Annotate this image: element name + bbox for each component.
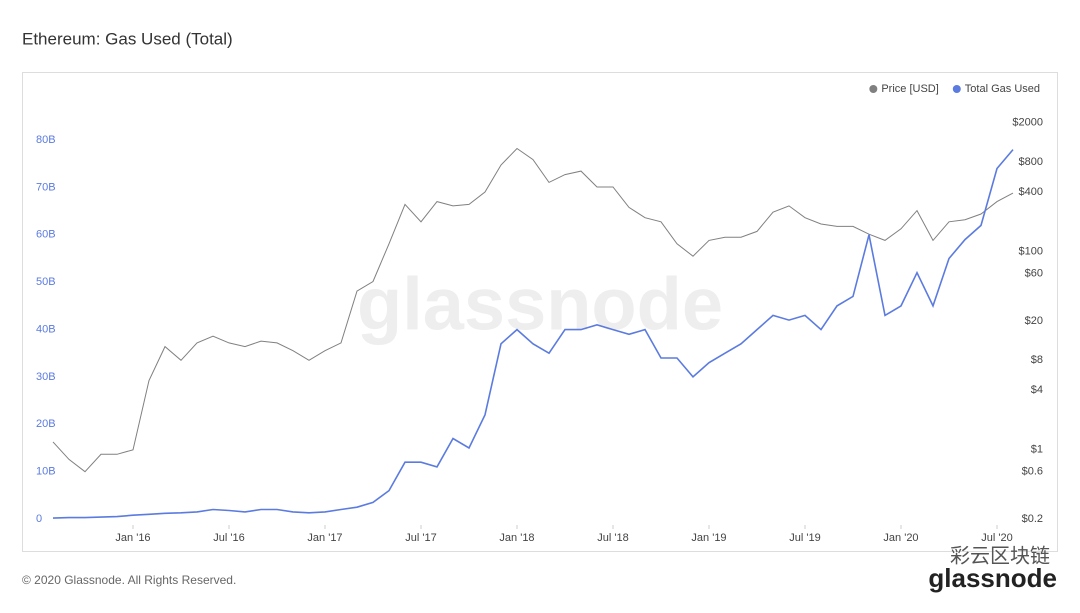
y-tick-label: 0 (36, 513, 42, 525)
x-tick-label: Jan '17 (307, 532, 342, 544)
y2-tick-label: $8 (1031, 354, 1043, 366)
watermark: glassnode (357, 263, 723, 346)
y-tick-label: 50B (36, 276, 56, 288)
legend-swatch (952, 85, 961, 93)
y2-tick-label: $2000 (1012, 117, 1043, 129)
badge: 彩云区块链 (950, 544, 1050, 567)
y-tick-label: 80B (36, 134, 56, 146)
brand: glassnode (928, 563, 1057, 593)
legend-swatch (869, 85, 878, 93)
x-tick-label: Jan '18 (499, 532, 534, 544)
x-tick-label: Jan '16 (115, 532, 150, 544)
y2-tick-label: $20 (1025, 315, 1043, 327)
y-tick-label: 70B (36, 181, 56, 193)
y2-tick-label: $800 (1019, 156, 1043, 168)
y2-tick-label: $0.2 (1022, 513, 1043, 525)
legend-label: Total Gas Used (965, 83, 1040, 95)
x-tick-label: Jul '19 (789, 532, 820, 544)
y-tick-label: 30B (36, 371, 56, 383)
y2-tick-label: $400 (1019, 186, 1043, 198)
y-tick-label: 10B (36, 466, 56, 478)
legend-label: Price [USD] (881, 83, 938, 95)
y2-tick-label: $100 (1019, 246, 1043, 258)
y-tick-label: 20B (36, 418, 56, 430)
y-tick-label: 40B (36, 323, 56, 335)
y2-tick-label: $1 (1031, 444, 1043, 456)
footer: © 2020 Glassnode. All Rights Reserved. (22, 573, 236, 587)
series-line (52, 149, 1014, 519)
x-tick-label: Jul '16 (213, 532, 244, 544)
x-tick-label: Jul '17 (405, 532, 436, 544)
series-line (52, 147, 1014, 473)
y2-tick-label: $60 (1025, 268, 1043, 280)
chart-frame (22, 72, 1058, 552)
y-tick-label: 60B (36, 229, 56, 241)
y2-tick-label: $4 (1031, 384, 1043, 396)
x-tick-label: Jul '20 (981, 532, 1012, 544)
y2-tick-label: $0.6 (1022, 466, 1043, 478)
x-tick-label: Jan '20 (883, 532, 918, 544)
x-tick-label: Jan '19 (691, 532, 726, 544)
x-tick-label: Jul '18 (597, 532, 628, 544)
chart-title: Ethereum: Gas Used (Total) (22, 29, 233, 48)
